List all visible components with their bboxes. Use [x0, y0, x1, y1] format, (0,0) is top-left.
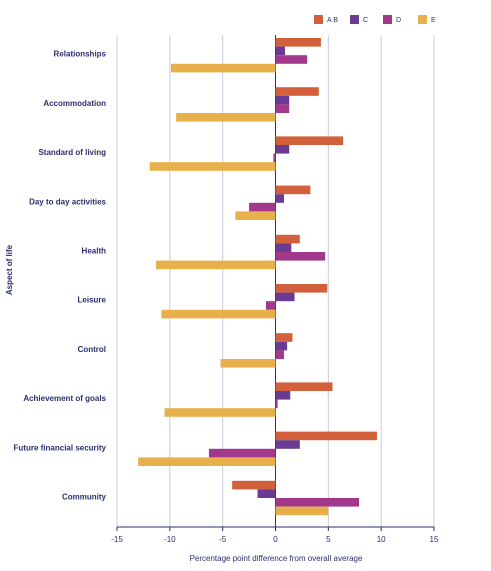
bar — [275, 95, 290, 105]
legend-label: A B — [327, 17, 338, 24]
bar — [208, 448, 276, 458]
bar — [232, 480, 276, 490]
bar — [273, 153, 276, 163]
x-tick-label: 15 — [430, 535, 439, 544]
y-tick-label: Standard of living — [38, 148, 106, 157]
legend-swatch — [350, 15, 359, 24]
bar — [275, 333, 293, 342]
y-tick-label: Community — [62, 493, 107, 502]
x-tick-label: -15 — [111, 535, 123, 544]
bar — [220, 359, 276, 368]
y-tick-label: Health — [82, 247, 107, 256]
bar — [275, 194, 284, 203]
legend-label: C — [363, 17, 368, 24]
x-axis-title: Percentage point difference from overall… — [190, 554, 363, 563]
legend-label: D — [396, 17, 401, 24]
y-axis-title: Aspect of life — [5, 244, 14, 295]
bar — [149, 162, 276, 171]
bar — [275, 350, 284, 359]
bar — [138, 457, 276, 466]
legend-label: E — [431, 17, 436, 24]
y-tick-label: Control — [78, 345, 106, 354]
bar — [235, 211, 276, 220]
bar — [265, 301, 276, 310]
y-tick-label: Day to day activities — [29, 197, 106, 206]
y-tick-label: Relationships — [54, 50, 107, 59]
bar — [275, 145, 290, 154]
bar — [275, 243, 292, 252]
bar — [275, 506, 329, 516]
x-tick-label: 0 — [273, 535, 278, 544]
x-tick-label: 10 — [377, 535, 386, 544]
bar — [275, 440, 300, 449]
bar — [275, 292, 295, 302]
legend-swatch — [383, 15, 392, 24]
bar — [275, 46, 286, 56]
bar — [275, 136, 344, 145]
y-tick-label: Future financial security — [14, 443, 107, 452]
bar — [275, 185, 311, 195]
bar — [275, 431, 377, 441]
bar — [275, 87, 319, 96]
bar — [275, 284, 328, 293]
bar — [161, 309, 276, 319]
bar — [275, 382, 333, 391]
bar — [275, 391, 291, 400]
bar — [275, 38, 321, 47]
bar — [275, 55, 308, 64]
bar — [275, 498, 359, 507]
bar — [275, 341, 288, 351]
legend-swatch — [314, 15, 323, 24]
y-tick-label: Achievement of goals — [23, 394, 106, 403]
y-tick-label: Accommodation — [43, 99, 106, 108]
x-tick-label: 5 — [326, 535, 331, 544]
bar — [249, 202, 276, 212]
bar — [275, 399, 278, 409]
bar — [275, 252, 326, 261]
bar — [156, 260, 276, 270]
bar — [170, 63, 276, 73]
bar — [164, 408, 276, 417]
x-tick-label: -10 — [164, 535, 176, 544]
legend-swatch — [418, 15, 427, 24]
bar — [275, 234, 300, 244]
x-tick-label: -5 — [219, 535, 227, 544]
bar — [275, 104, 290, 113]
bar — [257, 489, 276, 498]
y-tick-label: Leisure — [78, 296, 107, 305]
bar — [176, 113, 276, 122]
